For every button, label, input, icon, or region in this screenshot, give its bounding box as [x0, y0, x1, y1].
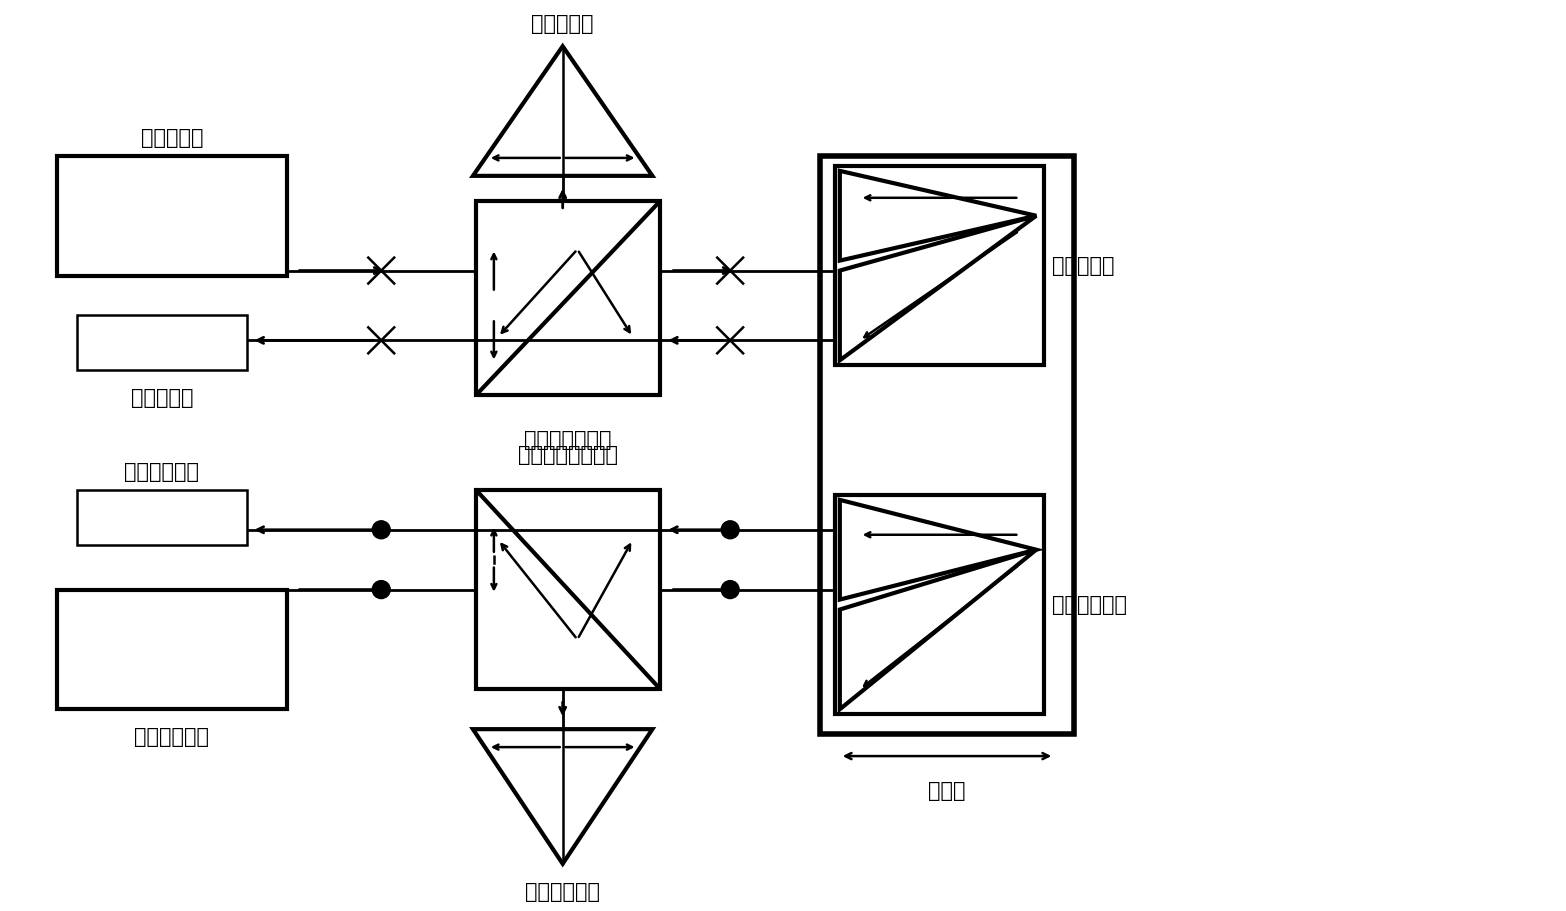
Circle shape: [373, 521, 390, 538]
Text: 被校准偏振分光镜: 被校准偏振分光镜: [518, 445, 617, 465]
Bar: [835, 166, 1045, 365]
Bar: [77, 315, 246, 370]
Text: 运动台: 运动台: [927, 781, 965, 801]
Text: 被校准接收器: 被校准接收器: [124, 462, 199, 482]
Text: 被校准激光器: 被校准激光器: [135, 727, 210, 747]
Bar: [58, 156, 287, 275]
Bar: [77, 490, 246, 545]
Bar: [835, 495, 1045, 714]
Circle shape: [373, 580, 390, 599]
Text: 标准测量镜: 标准测量镜: [1052, 256, 1115, 276]
Text: 被校准测量镜: 被校准测量镜: [1052, 595, 1128, 615]
Text: 标准偏振分光镜: 标准偏振分光镜: [525, 430, 611, 450]
Text: 被校准参考镜: 被校准参考镜: [525, 882, 600, 902]
Circle shape: [722, 521, 739, 538]
Bar: [821, 156, 1074, 734]
Text: 标准参考镜: 标准参考镜: [531, 15, 594, 35]
Bar: [476, 490, 661, 690]
Text: 标准接收器: 标准接收器: [130, 388, 193, 408]
Text: 标准激光器: 标准激光器: [141, 128, 204, 148]
Bar: [476, 200, 661, 395]
Bar: [58, 589, 287, 710]
Circle shape: [722, 580, 739, 599]
